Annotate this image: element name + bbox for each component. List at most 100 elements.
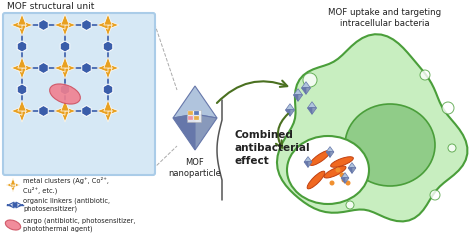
Polygon shape: [18, 57, 26, 68]
Bar: [187, 110, 201, 122]
Polygon shape: [18, 14, 26, 25]
Polygon shape: [108, 21, 119, 29]
Polygon shape: [18, 100, 26, 111]
Circle shape: [303, 73, 317, 87]
Ellipse shape: [287, 136, 369, 204]
Polygon shape: [330, 151, 334, 157]
Polygon shape: [304, 161, 308, 167]
FancyArrowPatch shape: [217, 81, 287, 103]
Polygon shape: [290, 109, 294, 116]
Polygon shape: [60, 41, 70, 52]
Polygon shape: [301, 87, 306, 94]
Polygon shape: [285, 109, 290, 116]
Circle shape: [442, 102, 454, 114]
Polygon shape: [6, 182, 13, 188]
Polygon shape: [10, 178, 16, 185]
Polygon shape: [301, 82, 310, 88]
Polygon shape: [348, 168, 352, 173]
Ellipse shape: [50, 84, 81, 104]
Polygon shape: [22, 107, 33, 115]
Polygon shape: [82, 20, 91, 30]
Polygon shape: [39, 106, 48, 117]
Polygon shape: [61, 111, 69, 122]
Bar: [188, 111, 193, 115]
Polygon shape: [65, 64, 76, 72]
Polygon shape: [103, 84, 113, 95]
Polygon shape: [104, 100, 112, 111]
Ellipse shape: [307, 171, 325, 189]
Polygon shape: [39, 62, 48, 74]
Polygon shape: [285, 104, 294, 110]
Bar: [188, 116, 193, 120]
Polygon shape: [341, 177, 345, 184]
Polygon shape: [18, 25, 26, 36]
Polygon shape: [61, 25, 69, 36]
Polygon shape: [103, 41, 113, 52]
Polygon shape: [54, 107, 65, 115]
Polygon shape: [97, 107, 108, 115]
Polygon shape: [11, 21, 22, 29]
Polygon shape: [65, 21, 76, 29]
Polygon shape: [173, 86, 217, 118]
Bar: [194, 116, 199, 120]
Polygon shape: [11, 64, 22, 72]
Ellipse shape: [331, 157, 353, 167]
Circle shape: [346, 181, 350, 185]
Polygon shape: [65, 107, 76, 115]
Polygon shape: [60, 84, 70, 95]
Polygon shape: [348, 163, 356, 168]
Polygon shape: [10, 185, 16, 192]
Polygon shape: [12, 201, 18, 208]
Polygon shape: [61, 68, 69, 79]
Polygon shape: [18, 68, 26, 79]
Ellipse shape: [5, 220, 21, 230]
Polygon shape: [22, 64, 33, 72]
Polygon shape: [17, 41, 27, 52]
Polygon shape: [61, 14, 69, 25]
FancyArrowPatch shape: [276, 114, 288, 148]
Polygon shape: [108, 107, 119, 115]
Polygon shape: [308, 102, 317, 108]
Polygon shape: [326, 147, 334, 152]
Polygon shape: [312, 107, 317, 114]
Polygon shape: [97, 21, 108, 29]
Polygon shape: [104, 25, 112, 36]
Polygon shape: [326, 151, 330, 157]
Circle shape: [329, 181, 335, 185]
Polygon shape: [54, 21, 65, 29]
Text: organic linkers (antibiotic,
photosensitizer): organic linkers (antibiotic, photosensit…: [23, 198, 110, 212]
Ellipse shape: [324, 166, 346, 178]
Polygon shape: [54, 64, 65, 72]
Polygon shape: [104, 68, 112, 79]
Polygon shape: [104, 111, 112, 122]
Polygon shape: [18, 111, 26, 122]
Polygon shape: [11, 107, 22, 115]
Polygon shape: [308, 107, 312, 114]
Polygon shape: [352, 168, 356, 173]
Polygon shape: [13, 182, 20, 188]
Polygon shape: [308, 161, 312, 167]
Polygon shape: [306, 87, 310, 94]
Circle shape: [336, 168, 340, 172]
Polygon shape: [104, 57, 112, 68]
Polygon shape: [61, 100, 69, 111]
Circle shape: [430, 190, 440, 200]
Circle shape: [341, 177, 346, 183]
Polygon shape: [293, 94, 298, 101]
Polygon shape: [345, 177, 349, 184]
Text: Combined
antibacterial
effect: Combined antibacterial effect: [235, 130, 310, 166]
Polygon shape: [104, 14, 112, 25]
Ellipse shape: [310, 150, 330, 165]
Polygon shape: [82, 106, 91, 117]
Polygon shape: [341, 172, 349, 178]
Polygon shape: [82, 62, 91, 74]
Circle shape: [346, 201, 354, 209]
Polygon shape: [173, 114, 195, 150]
Polygon shape: [17, 84, 27, 95]
Polygon shape: [298, 94, 302, 101]
Polygon shape: [61, 57, 69, 68]
Circle shape: [339, 172, 345, 177]
Text: MOF
nanoparticle: MOF nanoparticle: [169, 158, 221, 178]
Polygon shape: [293, 89, 302, 95]
Ellipse shape: [345, 104, 435, 186]
